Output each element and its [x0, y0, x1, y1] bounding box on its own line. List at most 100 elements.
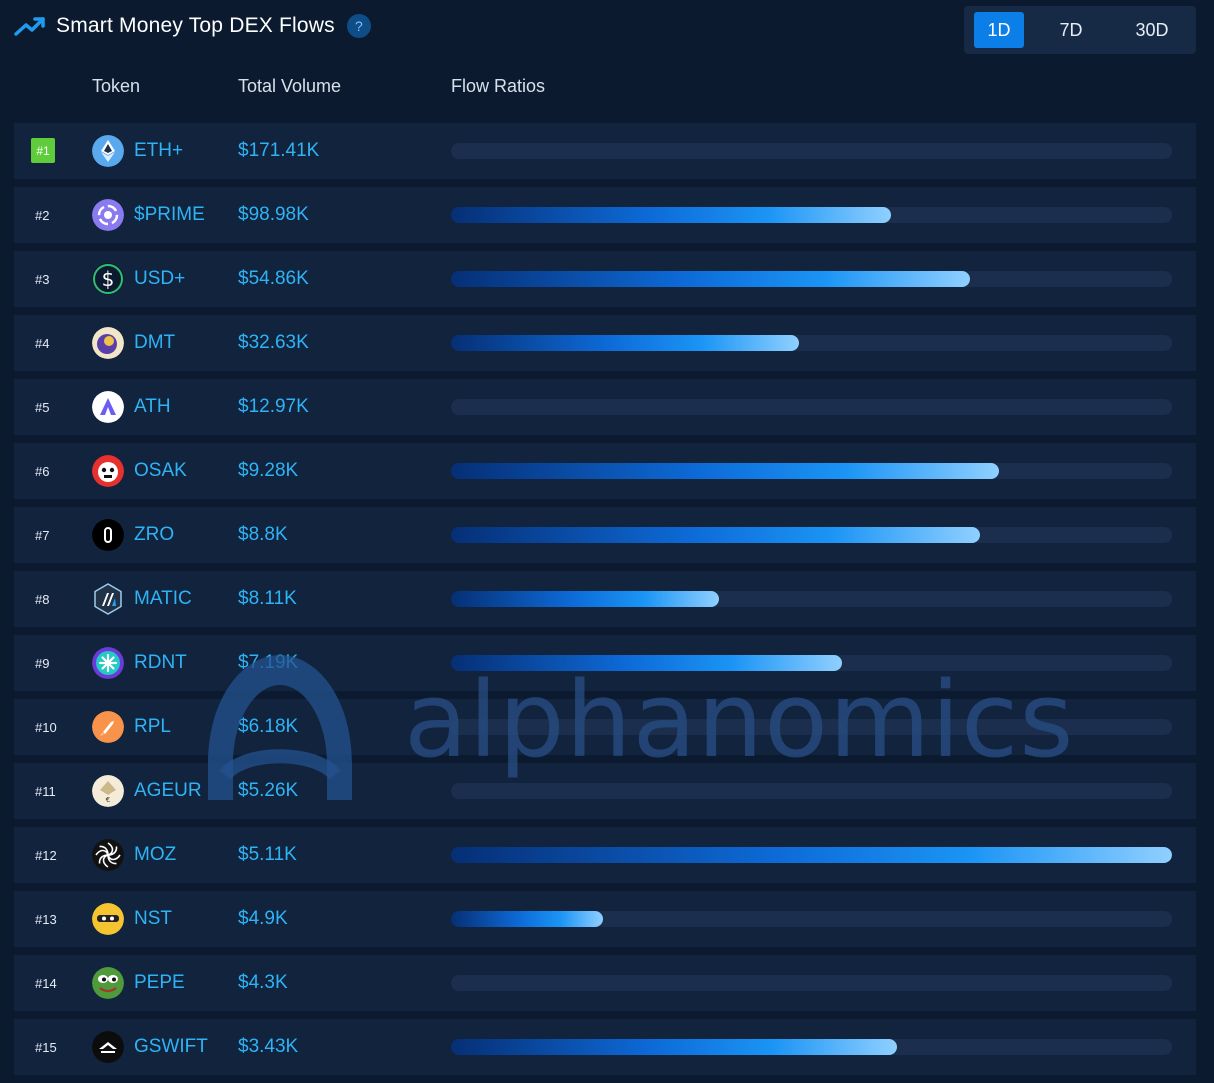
flow-ratio-track — [451, 911, 1172, 927]
rdnt-icon — [92, 647, 124, 679]
table-row[interactable]: #2 $PRIME $98.98K — [14, 187, 1196, 243]
column-header-token[interactable]: Token — [92, 76, 141, 96]
flow-ratio-track — [451, 783, 1172, 799]
token-name-link[interactable]: MOZ — [134, 844, 177, 865]
help-icon[interactable]: ? — [346, 14, 371, 38]
rank-badge: #2 — [35, 207, 50, 223]
period-7d-button[interactable]: 7D — [1059, 19, 1083, 40]
token-name-link[interactable]: RDNT — [134, 652, 187, 673]
token-name-link[interactable]: $PRIME — [134, 204, 205, 225]
rank-badge: #1 — [31, 138, 55, 163]
svg-text:$: $ — [102, 267, 115, 291]
token-name-link[interactable]: RPL — [134, 716, 171, 737]
period-30d-button[interactable]: 30D — [1135, 19, 1169, 40]
token-name-link[interactable]: ATH — [134, 396, 171, 417]
table-row[interactable]: #1 ETH+ $171.41K — [14, 123, 1196, 179]
rank-badge: #8 — [35, 591, 50, 607]
total-volume: $3.43K — [238, 1036, 299, 1057]
flow-ratio-track — [451, 655, 1172, 671]
rank-badge: #13 — [35, 911, 57, 927]
rank-badge: #14 — [35, 975, 57, 991]
token-name-link[interactable]: AGEUR — [134, 780, 202, 801]
table-row[interactable]: #12 MOZ $5.11K — [14, 827, 1196, 883]
table-row[interactable]: #13 NST $4.9K — [14, 891, 1196, 947]
table-row[interactable]: #10 RPL $6.18K — [14, 699, 1196, 755]
total-volume: $9.28K — [238, 460, 299, 481]
osak-icon — [92, 455, 124, 487]
token-name-link[interactable]: OSAK — [134, 460, 187, 481]
token-name-link[interactable]: USD+ — [134, 268, 186, 289]
total-volume: $32.63K — [238, 332, 309, 353]
table-row[interactable]: #11 € AGEUR $5.26K — [14, 763, 1196, 819]
token-name-link[interactable]: GSWIFT — [134, 1036, 208, 1057]
rank-badge: #5 — [35, 399, 50, 415]
prime-icon — [92, 199, 124, 231]
flow-ratio-track — [451, 271, 1172, 287]
trending-up-icon — [14, 14, 46, 38]
rank-badge: #12 — [35, 847, 57, 863]
total-volume: $8.8K — [238, 524, 288, 545]
token-name-link[interactable]: DMT — [134, 332, 176, 353]
flow-ratio-track — [451, 399, 1172, 415]
total-volume: $7.19K — [238, 652, 299, 673]
token-name-link[interactable]: PEPE — [134, 972, 185, 993]
token-table: #1 ETH+ $171.41K #2 $PRIME $98.98K #3 $ USD+ $54.… — [14, 123, 1196, 1083]
flow-ratio-bar — [451, 527, 981, 543]
flow-ratio-bar — [451, 591, 720, 607]
column-header-flow: Flow Ratios — [451, 76, 546, 96]
token-name-link[interactable]: ZRO — [134, 524, 175, 545]
title-group: Smart Money Top DEX Flows ? — [14, 14, 371, 38]
table-row[interactable]: #9 RDNT $7.19K — [14, 635, 1196, 691]
table-row[interactable]: #5 ATH $12.97K — [14, 379, 1196, 435]
total-volume: $5.11K — [238, 844, 297, 865]
flow-ratio-track — [451, 207, 1172, 223]
period-1d-button[interactable]: 1D — [974, 12, 1024, 48]
flow-ratio-track — [451, 463, 1172, 479]
column-headers: Token Total Volume Flow Ratios — [0, 76, 1214, 100]
flow-ratio-track — [451, 975, 1172, 991]
flow-ratio-bar — [451, 207, 891, 223]
flow-ratio-track — [451, 335, 1172, 351]
header: Smart Money Top DEX Flows ? 1D 7D 30D — [14, 6, 1196, 54]
table-row[interactable]: #15 GSWIFT $3.43K — [14, 1019, 1196, 1075]
table-row[interactable]: #3 $ USD+ $54.86K — [14, 251, 1196, 307]
token-name-link[interactable]: NST — [134, 908, 172, 929]
eth-plus-icon — [92, 135, 124, 167]
rank-badge: #11 — [35, 783, 56, 799]
pepe-icon — [92, 967, 124, 999]
column-header-volume[interactable]: Total Volume — [238, 76, 342, 96]
flow-ratio-track — [451, 591, 1172, 607]
total-volume: $98.98K — [238, 204, 309, 225]
rank-badge: #4 — [35, 335, 50, 351]
matic-icon — [92, 583, 124, 615]
table-row[interactable]: #7 ZRO $8.8K — [14, 507, 1196, 563]
table-row[interactable]: #8 MATIC $8.11K — [14, 571, 1196, 627]
flow-ratio-track — [451, 143, 1172, 159]
rank-badge: #9 — [35, 655, 50, 671]
table-row[interactable]: #4 DMT $32.63K — [14, 315, 1196, 371]
token-name-link[interactable]: MATIC — [134, 588, 192, 609]
period-switch: 1D 7D 30D — [964, 6, 1196, 54]
total-volume: $4.9K — [238, 908, 288, 929]
token-name-link[interactable]: ETH+ — [134, 140, 184, 161]
total-volume: $6.18K — [238, 716, 299, 737]
svg-text:€: € — [106, 796, 110, 804]
total-volume: $171.41K — [238, 140, 320, 161]
flow-ratio-bar — [451, 1039, 897, 1055]
flow-ratio-bar — [451, 655, 842, 671]
total-volume: $5.26K — [238, 780, 299, 801]
rank-badge: #10 — [35, 719, 57, 735]
table-row[interactable]: #6 OSAK $9.28K — [14, 443, 1196, 499]
rpl-icon — [92, 711, 124, 743]
total-volume: $12.97K — [238, 396, 309, 417]
rank-badge: #15 — [35, 1039, 57, 1055]
rank-badge: #3 — [35, 271, 50, 287]
flow-ratio-bar — [451, 463, 999, 479]
usd-plus-icon: $ — [92, 263, 124, 295]
dmt-icon — [92, 327, 124, 359]
flow-ratio-track — [451, 847, 1172, 863]
total-volume: $54.86K — [238, 268, 309, 289]
table-row[interactable]: #14 PEPE $4.3K — [14, 955, 1196, 1011]
ath-icon — [92, 391, 124, 423]
total-volume: $4.3K — [238, 972, 288, 993]
